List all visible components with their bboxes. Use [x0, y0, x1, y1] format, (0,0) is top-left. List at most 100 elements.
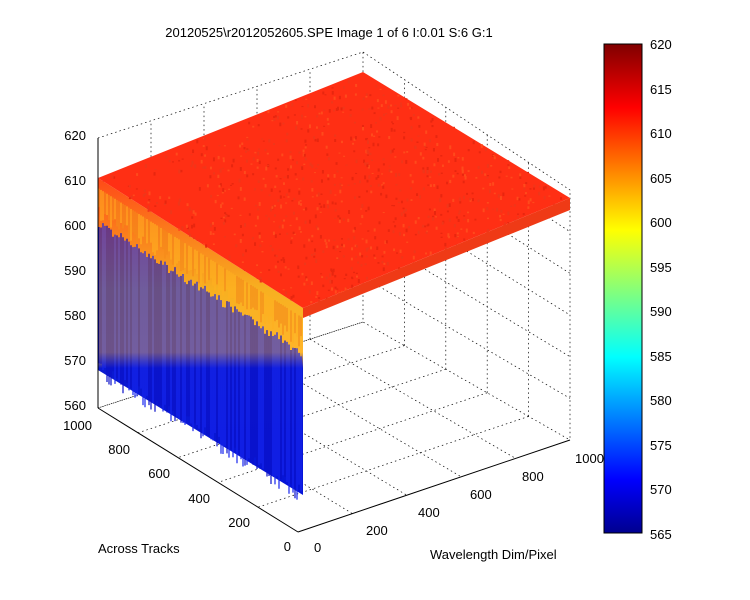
plateau-noise-speck — [394, 156, 397, 158]
plateau-noise-speck — [409, 174, 412, 177]
plateau-noise-speck — [477, 165, 480, 169]
plateau-noise-speck — [374, 122, 377, 124]
plateau-noise-speck — [198, 187, 201, 191]
plateau-noise-speck — [273, 115, 276, 119]
plateau-noise-speck — [261, 138, 264, 140]
plateau-noise-speck — [435, 135, 438, 139]
plateau-noise-speck — [425, 252, 428, 255]
plateau-noise-speck — [449, 145, 452, 150]
plateau-noise-speck — [365, 247, 368, 252]
plateau-noise-speck — [261, 250, 264, 253]
x-tick-0: 0 — [314, 540, 321, 555]
gridline — [309, 338, 516, 459]
plateau-noise-speck — [235, 244, 238, 248]
plateau-noise-speck — [303, 163, 306, 166]
plateau-noise-speck — [344, 287, 347, 292]
plateau-noise-speck — [341, 184, 344, 186]
plateau-noise-speck — [429, 170, 432, 173]
plateau-noise-speck — [355, 159, 358, 164]
plateau-noise-speck — [111, 174, 114, 179]
plateau-noise-speck — [353, 138, 356, 141]
plateau-noise-speck — [393, 148, 396, 150]
plateau-noise-speck — [410, 125, 413, 130]
plateau-noise-speck — [212, 232, 215, 235]
plateau-noise-speck — [367, 206, 370, 211]
plateau-noise-speck — [368, 147, 371, 149]
plateau-noise-speck — [311, 164, 314, 169]
plateau-noise-speck — [380, 192, 383, 196]
plateau-noise-speck — [156, 202, 159, 204]
plateau-noise-speck — [398, 232, 401, 236]
plateau-noise-speck — [444, 246, 447, 250]
plateau-noise-speck — [200, 153, 203, 157]
plateau-noise-speck — [457, 218, 460, 222]
plateau-noise-speck — [221, 202, 224, 205]
plateau-noise-speck — [314, 248, 317, 252]
plateau-noise-speck — [254, 242, 257, 246]
plateau-noise-speck — [368, 175, 371, 179]
plateau-noise-speck — [352, 142, 355, 145]
plateau-noise-speck — [390, 110, 393, 114]
plateau-noise-speck — [398, 173, 401, 177]
plateau-noise-speck — [221, 191, 224, 194]
plateau-noise-speck — [240, 155, 243, 157]
plateau-noise-speck — [286, 232, 289, 235]
plateau-noise-speck — [405, 159, 408, 164]
plateau-noise-speck — [467, 148, 470, 152]
plateau-noise-speck — [347, 79, 350, 84]
plateau-noise-speck — [284, 266, 287, 269]
plateau-noise-speck — [428, 139, 431, 143]
plateau-noise-speck — [302, 97, 305, 101]
plateau-noise-speck — [171, 161, 174, 163]
plateau-noise-speck — [213, 226, 216, 231]
plateau-noise-speck — [292, 159, 295, 161]
plateau-noise-speck — [282, 182, 285, 185]
x-tick-400: 400 — [418, 505, 440, 520]
plateau-noise-speck — [502, 192, 505, 197]
plateau-noise-speck — [419, 195, 422, 199]
plateau-noise-speck — [271, 247, 274, 252]
plateau-noise-speck — [314, 172, 317, 174]
plateau-noise-speck — [239, 144, 242, 148]
plateau-noise-speck — [314, 105, 317, 109]
plateau-noise-speck — [393, 248, 396, 252]
plateau-noise-speck — [214, 199, 217, 204]
plateau-noise-speck — [258, 234, 261, 239]
plateau-noise-speck — [209, 166, 212, 170]
plateau-noise-speck — [325, 245, 328, 249]
plateau-noise-speck — [353, 183, 356, 185]
plateau-noise-speck — [377, 107, 380, 109]
plateau-noise-speck — [351, 176, 354, 181]
colorbar-tick-605: 605 — [650, 171, 672, 186]
plateau-noise-speck — [433, 184, 436, 187]
plateau-noise-speck — [414, 220, 417, 224]
plateau-noise-speck — [367, 230, 370, 232]
plateau-noise-speck — [305, 144, 308, 146]
plateau-noise-speck — [254, 224, 257, 227]
plateau-noise-speck — [245, 150, 248, 153]
plateau-noise-speck — [365, 210, 368, 212]
plateau-noise-speck — [366, 154, 369, 156]
plateau-noise-speck — [423, 142, 426, 146]
plateau-noise-speck — [418, 124, 421, 128]
y-axis-label: Across Tracks — [98, 541, 180, 556]
plateau-noise-speck — [304, 146, 307, 149]
plateau-noise-speck — [279, 178, 282, 180]
plateau-noise-speck — [343, 244, 346, 248]
plateau-noise-speck — [401, 256, 404, 259]
plateau-noise-speck — [491, 208, 494, 210]
plateau-noise-speck — [504, 222, 507, 226]
plateau-noise-speck — [425, 130, 428, 134]
plateau-noise-speck — [259, 276, 262, 280]
plateau-noise-speck — [295, 217, 298, 221]
plateau-noise-speck — [238, 178, 241, 183]
plateau-noise-speck — [410, 199, 413, 202]
plateau-noise-speck — [432, 217, 435, 221]
plateau-noise-speck — [498, 176, 501, 179]
plateau-noise-speck — [402, 223, 405, 228]
plateau-noise-speck — [336, 257, 339, 260]
plateau-noise-speck — [532, 187, 535, 190]
plateau-noise-speck — [288, 188, 291, 193]
plateau-noise-speck — [440, 155, 443, 157]
plateau-noise-speck — [212, 243, 215, 246]
